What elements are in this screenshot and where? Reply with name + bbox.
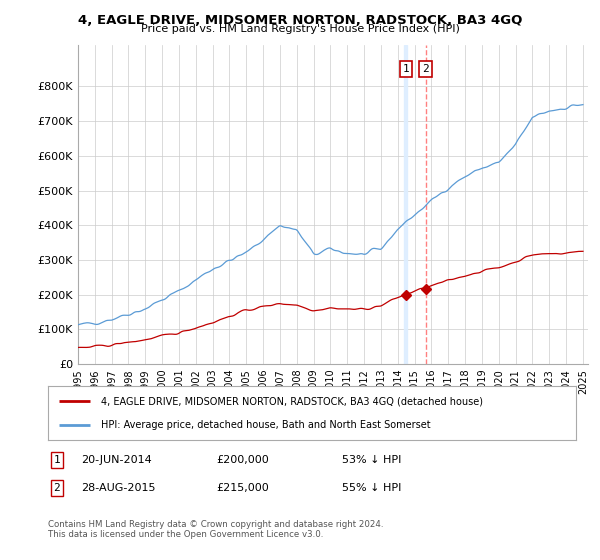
Text: 20-JUN-2014: 20-JUN-2014: [81, 455, 152, 465]
Text: 55% ↓ HPI: 55% ↓ HPI: [342, 483, 401, 493]
Text: Price paid vs. HM Land Registry's House Price Index (HPI): Price paid vs. HM Land Registry's House …: [140, 24, 460, 34]
Text: £200,000: £200,000: [216, 455, 269, 465]
Text: 1: 1: [53, 455, 61, 465]
Text: 2: 2: [53, 483, 61, 493]
Text: 2: 2: [422, 64, 429, 74]
Text: 28-AUG-2015: 28-AUG-2015: [81, 483, 155, 493]
Text: 1: 1: [403, 64, 409, 74]
Text: 4, EAGLE DRIVE, MIDSOMER NORTON, RADSTOCK, BA3 4GQ: 4, EAGLE DRIVE, MIDSOMER NORTON, RADSTOC…: [78, 14, 522, 27]
Bar: [404, 45, 407, 364]
Text: 4, EAGLE DRIVE, MIDSOMER NORTON, RADSTOCK, BA3 4GQ (detached house): 4, EAGLE DRIVE, MIDSOMER NORTON, RADSTOC…: [101, 396, 483, 407]
Text: £215,000: £215,000: [216, 483, 269, 493]
Text: Contains HM Land Registry data © Crown copyright and database right 2024.
This d: Contains HM Land Registry data © Crown c…: [48, 520, 383, 539]
Text: HPI: Average price, detached house, Bath and North East Somerset: HPI: Average price, detached house, Bath…: [101, 419, 430, 430]
Text: 53% ↓ HPI: 53% ↓ HPI: [342, 455, 401, 465]
